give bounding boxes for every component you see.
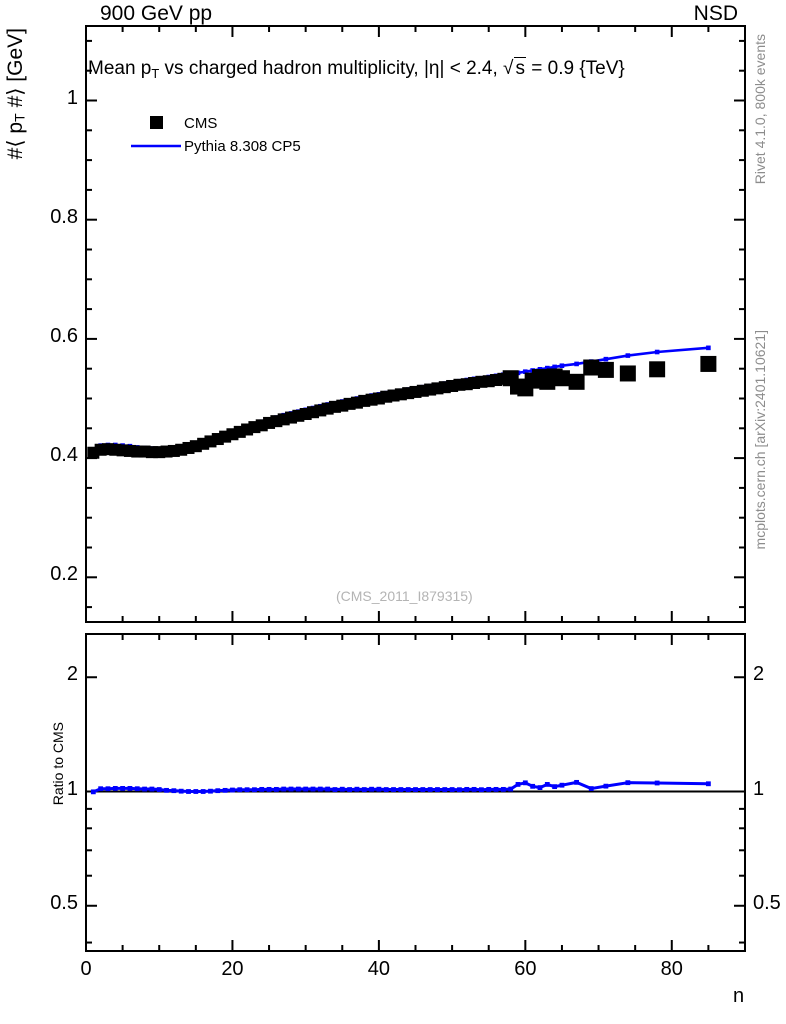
main-plot-data xyxy=(87,345,717,459)
legend-entry-cms[interactable]: CMS xyxy=(128,112,301,134)
main-plot-title: Mean pT vs charged hadron multiplicity, … xyxy=(88,57,625,82)
ratio-y-tick-right-1: 1 xyxy=(753,777,765,800)
x-tick-0: 0 xyxy=(80,958,92,980)
legend-label-pythia: Pythia 8.308 CP5 xyxy=(184,137,301,155)
x-tick-80: 80 xyxy=(660,958,683,980)
ratio-y-tick-right-0.5: 0.5 xyxy=(753,891,781,914)
ratio-plot-data xyxy=(90,779,711,795)
header-right-label: NSD xyxy=(693,2,738,25)
ratio-y-tick-2: 2 xyxy=(66,663,78,686)
title-subscript: T xyxy=(151,66,160,82)
sqrt-icon: √ xyxy=(503,58,514,79)
main-y-tick-0.2: 0.2 xyxy=(50,563,78,586)
ratio-y-tick-right-2: 2 xyxy=(753,663,765,686)
x-tick-20: 20 xyxy=(221,958,244,980)
title-middle: vs charged hadron multiplicity, |η| < 2.… xyxy=(159,58,504,79)
legend-marker-line xyxy=(128,137,184,155)
main-y-tick-1: 1 xyxy=(66,86,78,109)
analysis-watermark: (CMS_2011_I879315) xyxy=(336,588,473,604)
main-y-tick-0.4: 0.4 xyxy=(50,444,78,467)
main-plot-ticks xyxy=(86,26,745,622)
title-prefix: Mean p xyxy=(88,58,152,79)
legend: CMS Pythia 8.308 CP5 xyxy=(128,112,301,158)
main-y-tick-0.6: 0.6 xyxy=(50,324,78,347)
ratio-y-tick-0.5: 0.5 xyxy=(50,891,78,914)
title-suffix: = 0.9 {TeV} xyxy=(525,58,625,79)
legend-entry-pythia[interactable]: Pythia 8.308 CP5 xyxy=(128,134,301,158)
ratio-y-tick-1: 1 xyxy=(66,777,78,800)
x-tick-60: 60 xyxy=(514,958,537,980)
x-axis-label: n xyxy=(733,985,745,1007)
main-plot-canvas xyxy=(85,25,746,623)
header-left-label: 900 GeV pp xyxy=(100,2,213,25)
legend-marker-square xyxy=(128,114,184,132)
legend-label-cms: CMS xyxy=(184,114,218,132)
title-sqrt-arg: s xyxy=(514,57,526,79)
main-y-tick-0.8: 0.8 xyxy=(50,205,78,228)
x-tick-40: 40 xyxy=(367,958,390,980)
